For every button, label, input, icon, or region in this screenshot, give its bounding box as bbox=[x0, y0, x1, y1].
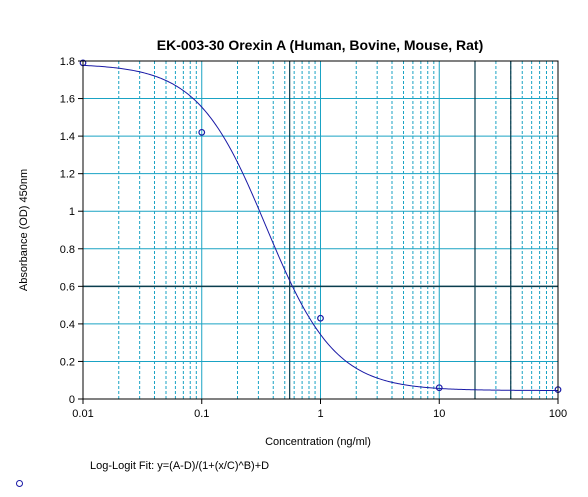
x-tick-label: 100 bbox=[549, 408, 567, 420]
legend-marker-icon bbox=[16, 480, 23, 487]
y-tick-label: 1.2 bbox=[60, 169, 75, 181]
fit-curve bbox=[82, 64, 558, 391]
data-point bbox=[435, 384, 443, 392]
y-tick-label: 1.6 bbox=[60, 94, 75, 106]
y-tick-label: 1.8 bbox=[60, 56, 75, 68]
y-tick-label: 0 bbox=[69, 394, 75, 406]
grid-lines bbox=[83, 61, 558, 399]
y-tick-label: 1 bbox=[69, 206, 75, 218]
data-point bbox=[317, 314, 324, 322]
chart-title: EK-003-30 Orexin A (Human, Bovine, Mouse… bbox=[157, 37, 483, 53]
y-tick-label: 0.2 bbox=[60, 356, 75, 368]
x-tick-label: 1 bbox=[317, 408, 323, 420]
x-tick-label: 0.01 bbox=[72, 408, 93, 420]
reference-lines bbox=[83, 61, 558, 399]
fit-equation: Log-Logit Fit: y=(A-D)/(1+(x/C)^B)+D bbox=[90, 460, 270, 472]
x-tick-label: 0.1 bbox=[194, 408, 209, 420]
y-tick-label: 0.6 bbox=[60, 281, 75, 293]
x-axis-ticks: 0.01 0.1 1 10 100 bbox=[72, 399, 567, 420]
data-point bbox=[198, 128, 206, 136]
data-points bbox=[79, 59, 562, 394]
x-tick-label: 10 bbox=[433, 408, 445, 420]
y-axis-label: Absorbance (OD) 450nm bbox=[18, 169, 30, 291]
x-axis-label: Concentration (ng/ml) bbox=[265, 436, 371, 448]
y-tick-label: 0.4 bbox=[60, 319, 75, 331]
y-tick-label: 1.4 bbox=[60, 131, 75, 143]
y-axis-ticks: 0 0.2 0.4 0.6 0.8 1 1.2 1.4 1.6 1.8 bbox=[60, 56, 83, 406]
y-tick-label: 0.8 bbox=[60, 244, 75, 256]
